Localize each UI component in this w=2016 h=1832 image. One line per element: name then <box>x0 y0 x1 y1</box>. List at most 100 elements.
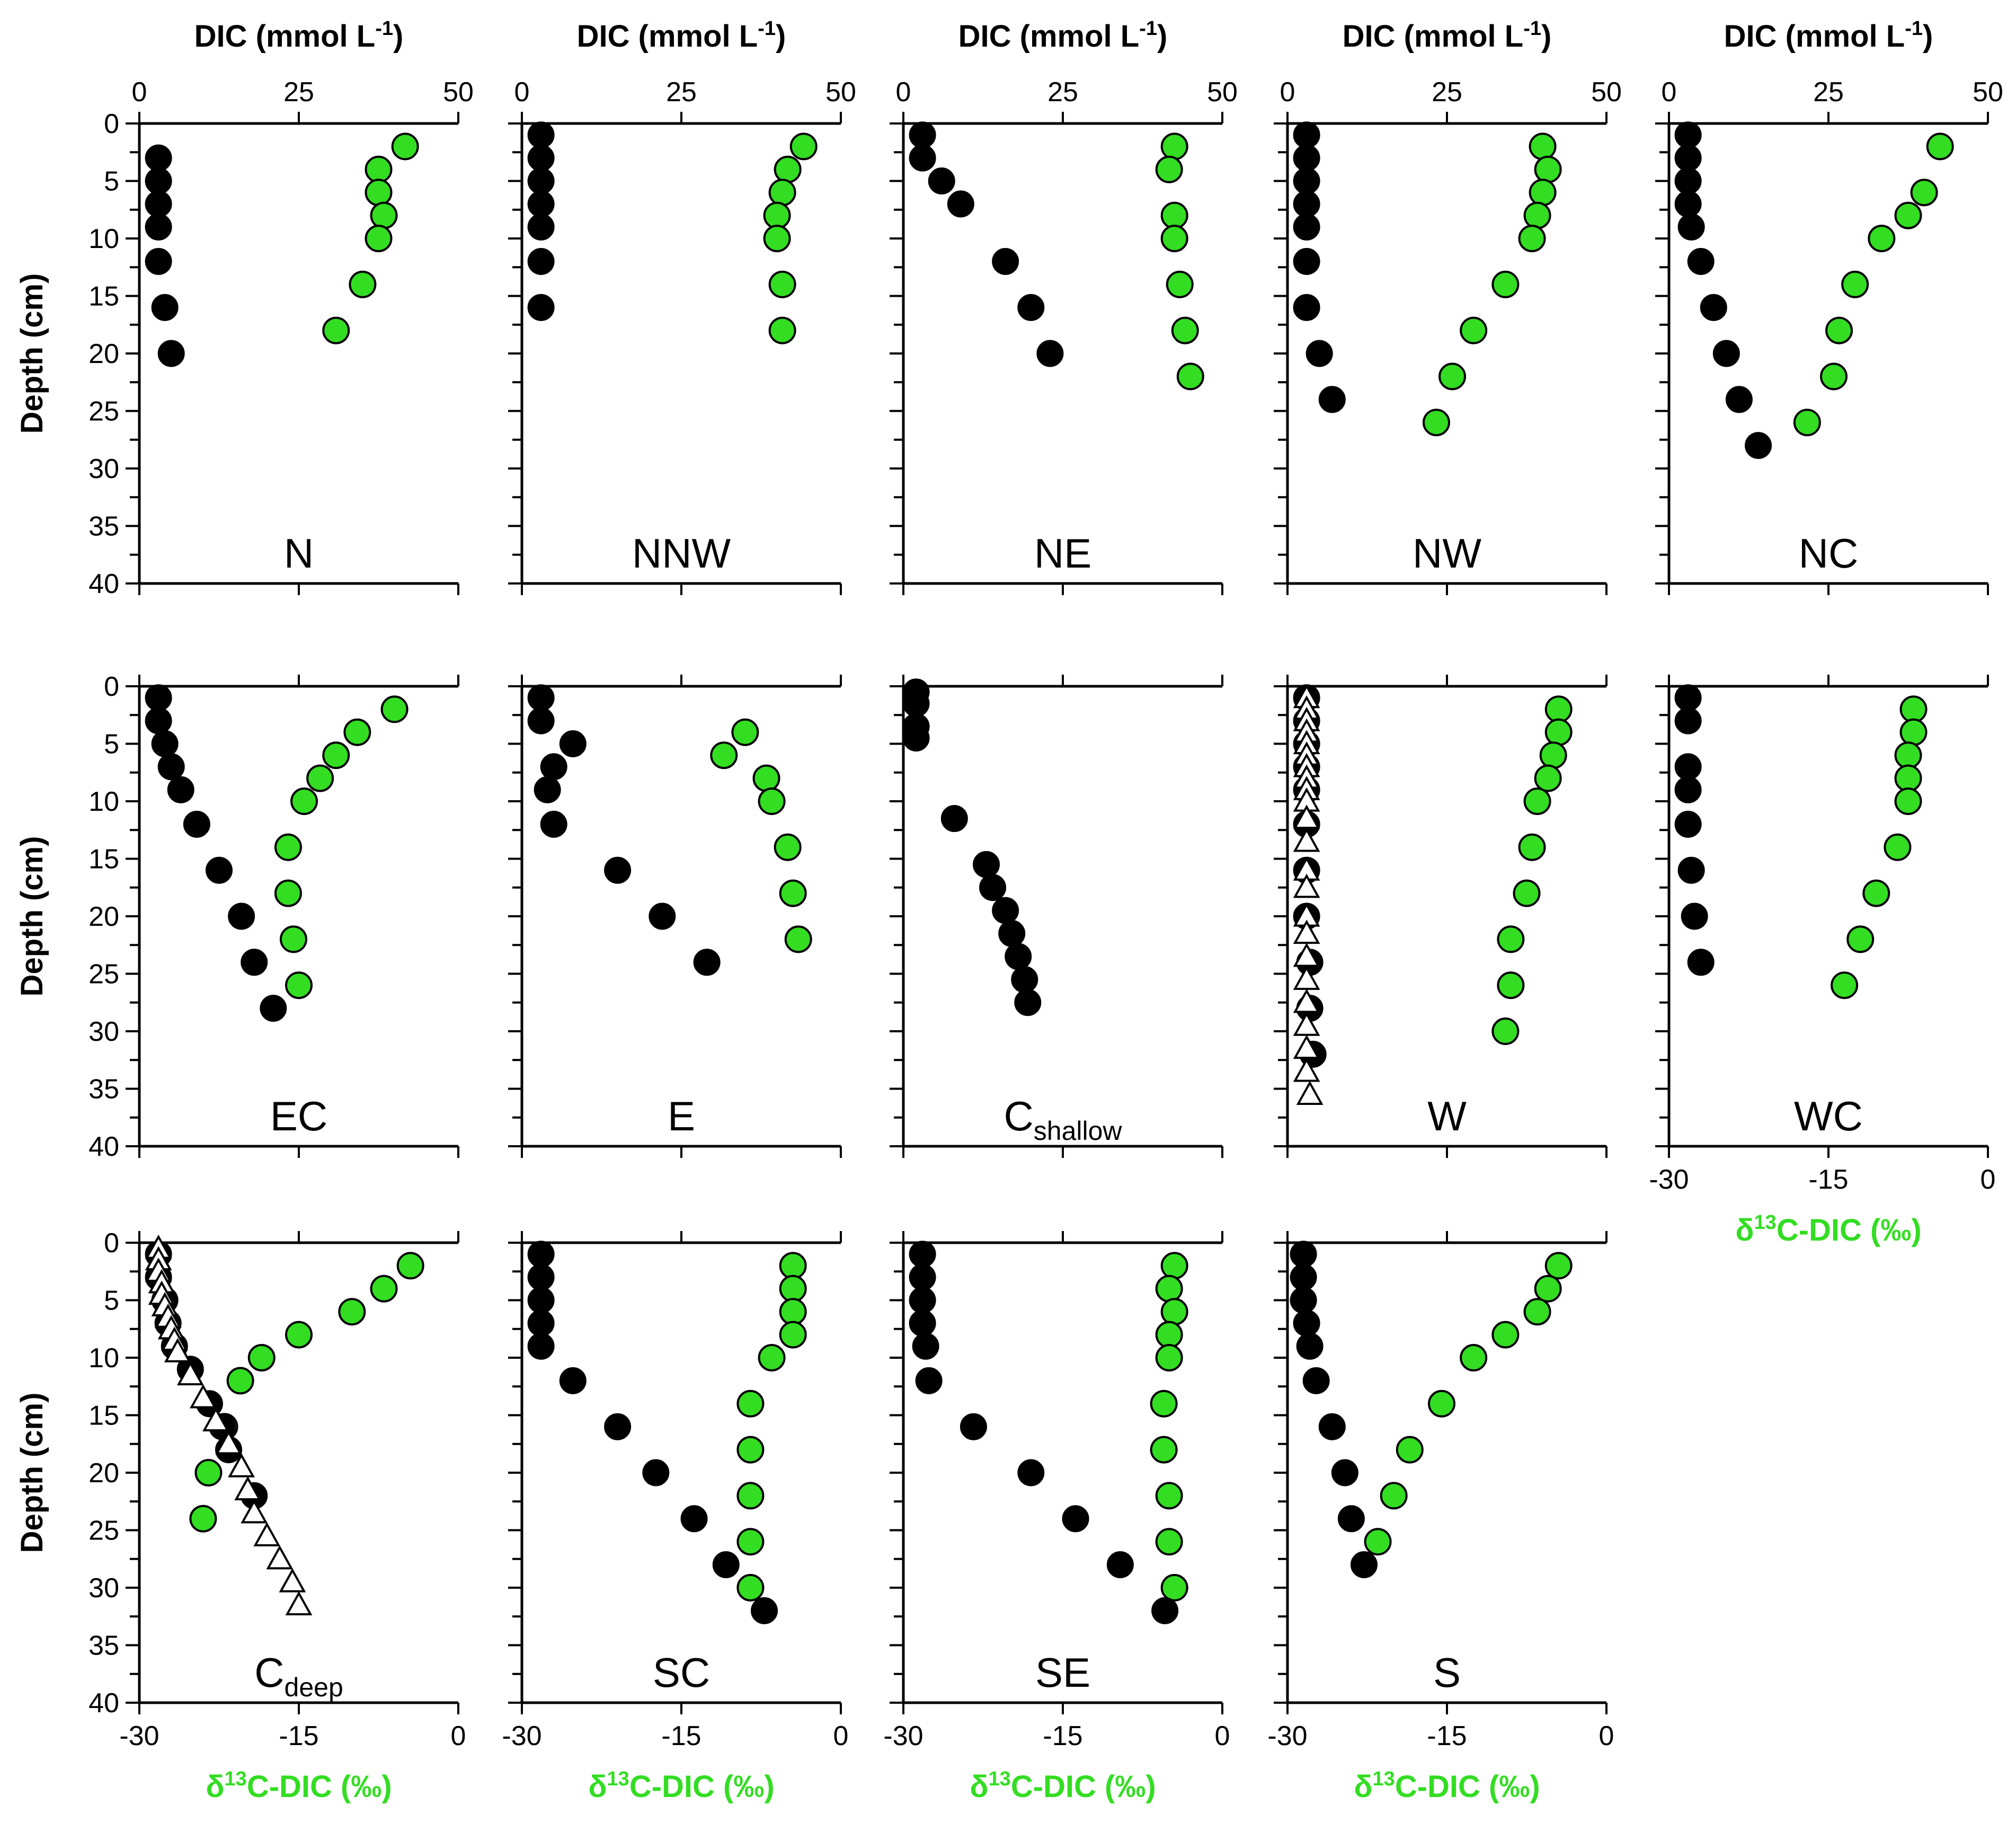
y-tick-label: 35 <box>88 511 119 542</box>
d13c-point <box>1364 1528 1392 1556</box>
d13c-point <box>768 270 796 298</box>
open-triangle-point <box>215 1430 242 1455</box>
d13c-point <box>274 879 302 907</box>
y-tick-label: 15 <box>88 844 119 875</box>
d13c-point <box>1155 1528 1183 1556</box>
dic-point <box>1677 856 1705 884</box>
d13c-point <box>1491 1017 1520 1045</box>
open-triangle-point <box>234 1476 262 1501</box>
d13c-point <box>370 1275 398 1303</box>
panel-wc: -30 -15 0 δ13C-DIC (‰) WC <box>1649 675 1995 1247</box>
dic-point <box>1674 753 1702 781</box>
site-label: E <box>668 1093 695 1139</box>
open-triangle-point <box>1293 827 1320 852</box>
dic-point <box>1290 1287 1317 1314</box>
d13c-point <box>1539 741 1567 769</box>
y-tick-label: 40 <box>88 569 119 599</box>
panel-ec: 0 5 10 15 20 25 30 35 40 Depth (cm) EC <box>15 671 459 1162</box>
d13c-point <box>1899 718 1928 746</box>
d13c-point <box>1155 1482 1183 1510</box>
dic-point <box>540 753 567 781</box>
open-triangle-point <box>202 1407 229 1431</box>
bottom-tick-label: -30 <box>1649 1164 1689 1195</box>
d13c-point <box>1534 155 1562 183</box>
top-tick-label: 25 <box>1432 77 1462 108</box>
d13c-point <box>1155 1275 1183 1303</box>
dic-point <box>1293 294 1320 321</box>
site-label: WC <box>1794 1093 1863 1139</box>
dic-point <box>1700 294 1727 321</box>
dic-point <box>527 1287 555 1314</box>
panel-n: 0 5 10 15 20 25 30 35 40 0 25 50 DIC (mmol L-1) Depth… <box>15 17 474 599</box>
bottom-axis-title: δ13C-DIC (‰) <box>1354 1768 1540 1804</box>
d13c-point <box>285 971 313 999</box>
d13c-point <box>306 764 334 792</box>
dic-point <box>902 724 930 752</box>
dic-point <box>912 1332 939 1360</box>
d13c-point <box>1793 409 1821 437</box>
d13c-point <box>779 1275 807 1303</box>
d13c-point <box>391 132 419 161</box>
y-tick-label: 30 <box>88 454 119 484</box>
d13c-point <box>322 316 350 344</box>
top-tick-label: 0 <box>132 77 147 108</box>
d13c-point <box>752 764 780 792</box>
dic-point <box>1745 432 1772 459</box>
d13c-point <box>1155 1344 1183 1371</box>
panel-nc: 0 25 50 DIC (mmol L-1) NC <box>1655 17 2003 595</box>
site-label: Cdeep <box>254 1649 343 1702</box>
top-tick-label: 50 <box>1591 77 1622 108</box>
dic-point <box>145 247 172 275</box>
d13c-point <box>1846 925 1875 953</box>
dic-point <box>1290 1241 1317 1268</box>
dic-point <box>151 730 179 757</box>
dic-point <box>534 776 561 803</box>
dic-point <box>1687 949 1715 976</box>
y-tick-label: 10 <box>88 224 119 254</box>
d13c-point <box>779 1321 807 1349</box>
site-label: SE <box>1035 1649 1090 1696</box>
y-tick-label: 35 <box>88 1074 119 1105</box>
d13c-point <box>1160 201 1188 229</box>
d13c-point <box>1518 833 1546 861</box>
dic-point <box>145 190 172 218</box>
d13c-point <box>1422 409 1450 437</box>
dic-point <box>1017 294 1045 321</box>
dic-point <box>604 1413 632 1440</box>
bottom-axis-title: δ13C-DIC (‰) <box>1735 1211 1921 1247</box>
d13c-point <box>1396 1436 1424 1464</box>
bottom-tick-label: -15 <box>1043 1721 1082 1751</box>
bottom-tick-label: 0 <box>1981 1164 1996 1195</box>
y-tick-label: 40 <box>88 1131 119 1162</box>
panel-sc: -30 -15 0 δ13C-DIC (‰) SC <box>502 1231 848 1804</box>
site-label: SC <box>653 1649 710 1696</box>
dic-point <box>992 897 1019 924</box>
y-axis-title: Depth (cm) <box>15 273 49 434</box>
panel-c-deep: 0 5 10 15 20 25 30 35 40-30 -15 0 δ13C-DIC (‰) Depth… <box>15 1228 466 1804</box>
dic-point <box>712 1551 740 1579</box>
bottom-tick-label: -15 <box>279 1721 318 1751</box>
dic-point <box>1062 1505 1089 1533</box>
d13c-point <box>1899 695 1928 723</box>
d13c-point <box>274 833 302 861</box>
d13c-point <box>1544 718 1573 746</box>
bottom-tick-label: -30 <box>119 1721 159 1751</box>
y-tick-label: 30 <box>88 1016 119 1047</box>
dic-point <box>1011 966 1038 993</box>
dic-point <box>1106 1551 1134 1579</box>
top-tick-label: 50 <box>825 77 856 108</box>
panel-s: -30 -15 0 δ13C-DIC (‰) S <box>1267 1231 1614 1804</box>
bottom-tick-label: -15 <box>1427 1721 1467 1751</box>
dic-point <box>649 902 676 930</box>
dic-point <box>527 684 555 712</box>
d13c-point <box>247 1344 276 1371</box>
panel-nw: 0 25 50 DIC (mmol L-1) NW <box>1274 17 1622 595</box>
y-tick-label: 5 <box>104 729 119 760</box>
top-tick-label: 25 <box>1813 77 1844 108</box>
panel-e: E <box>508 675 842 1158</box>
bottom-tick-label: 0 <box>451 1721 466 1751</box>
dic-point <box>1337 1505 1365 1533</box>
d13c-point <box>1544 695 1573 723</box>
y-tick-label: 25 <box>88 959 119 990</box>
bottom-tick-label: -30 <box>883 1721 923 1751</box>
